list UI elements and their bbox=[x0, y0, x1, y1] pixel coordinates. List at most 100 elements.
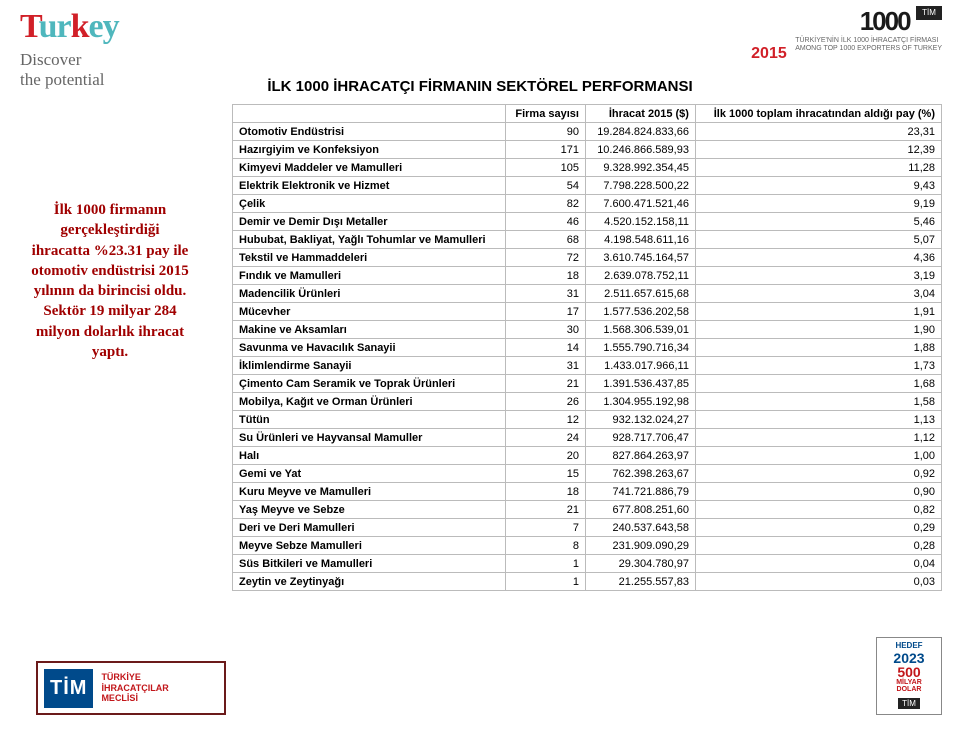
value-cell: 1.304.955.192,98 bbox=[585, 393, 695, 411]
table-row: Gemi ve Yat15762.398.263,670,92 bbox=[233, 465, 942, 483]
table-header: Firma sayısıİhracat 2015 ($)İlk 1000 top… bbox=[233, 105, 942, 123]
sector-name-cell: Fındık ve Mamulleri bbox=[233, 267, 506, 285]
table-row: Halı20827.864.263,971,00 bbox=[233, 447, 942, 465]
value-cell: 3,04 bbox=[695, 285, 941, 303]
sector-name-cell: Zeytin ve Zeytinyağı bbox=[233, 573, 506, 591]
value-cell: 4.198.548.611,16 bbox=[585, 231, 695, 249]
hedef-amount: 500 bbox=[880, 666, 938, 679]
value-cell: 2.639.078.752,11 bbox=[585, 267, 695, 285]
value-cell: 1,73 bbox=[695, 357, 941, 375]
table-row: Elektrik Elektronik ve Hizmet547.798.228… bbox=[233, 177, 942, 195]
sector-name-cell: İklimlendirme Sanayii bbox=[233, 357, 506, 375]
page-title: İLK 1000 İHRACATÇI FİRMANIN SEKTÖREL PER… bbox=[267, 78, 692, 95]
tim-text: TÜRKİYE İHRACATÇILAR MECLİSİ bbox=[101, 672, 168, 703]
value-cell: 105 bbox=[505, 159, 585, 177]
sector-name-cell: Tekstil ve Hammaddeleri bbox=[233, 249, 506, 267]
sector-name-cell: Kimyevi Maddeler ve Mamulleri bbox=[233, 159, 506, 177]
table-row: Yaş Meyve ve Sebze21677.808.251,600,82 bbox=[233, 501, 942, 519]
table-row: Meyve Sebze Mamulleri8231.909.090,290,28 bbox=[233, 537, 942, 555]
sector-name-cell: Kuru Meyve ve Mamulleri bbox=[233, 483, 506, 501]
value-cell: 8 bbox=[505, 537, 585, 555]
value-cell: 14 bbox=[505, 339, 585, 357]
sector-name-cell: Savunma ve Havacılık Sanayii bbox=[233, 339, 506, 357]
value-cell: 1,00 bbox=[695, 447, 941, 465]
value-cell: 0,04 bbox=[695, 555, 941, 573]
value-cell: 1.555.790.716,34 bbox=[585, 339, 695, 357]
value-cell: 3.610.745.164,57 bbox=[585, 249, 695, 267]
sector-name-cell: Çelik bbox=[233, 195, 506, 213]
brand-tag: TÜRKİYE'NİN İLK 1000 İHRACATÇI FİRMASI A… bbox=[795, 37, 942, 52]
value-cell: 928.717.706,47 bbox=[585, 429, 695, 447]
column-header: İhracat 2015 ($) bbox=[585, 105, 695, 123]
sector-name-cell: Demir ve Demir Dışı Metaller bbox=[233, 213, 506, 231]
value-cell: 762.398.263,67 bbox=[585, 465, 695, 483]
value-cell: 7 bbox=[505, 519, 585, 537]
value-cell: 72 bbox=[505, 249, 585, 267]
brand-1000-icon: 1000 bbox=[860, 6, 910, 36]
brand-top-right: 1000 TİM 2015 TÜRKİYE'NİN İLK 1000 İHRAC… bbox=[751, 6, 942, 63]
value-cell: 29.304.780,97 bbox=[585, 555, 695, 573]
value-cell: 1,13 bbox=[695, 411, 941, 429]
value-cell: 21 bbox=[505, 375, 585, 393]
hedef-unit: MİLYARDOLAR bbox=[880, 679, 938, 693]
value-cell: 31 bbox=[505, 285, 585, 303]
table-row: Zeytin ve Zeytinyağı121.255.557,830,03 bbox=[233, 573, 942, 591]
value-cell: 231.909.090,29 bbox=[585, 537, 695, 555]
table-row: Kuru Meyve ve Mamulleri18741.721.886,790… bbox=[233, 483, 942, 501]
value-cell: 5,07 bbox=[695, 231, 941, 249]
sector-name-cell: Halı bbox=[233, 447, 506, 465]
value-cell: 741.721.886,79 bbox=[585, 483, 695, 501]
value-cell: 240.537.643,58 bbox=[585, 519, 695, 537]
tim-small-badge: TİM bbox=[916, 6, 942, 20]
sector-name-cell: Elektrik Elektronik ve Hizmet bbox=[233, 177, 506, 195]
column-header: Firma sayısı bbox=[505, 105, 585, 123]
hedef-2023-badge: HEDEF 2023 500 MİLYARDOLAR TİM bbox=[876, 637, 942, 715]
value-cell: 54 bbox=[505, 177, 585, 195]
value-cell: 15 bbox=[505, 465, 585, 483]
hedef-label: HEDEF bbox=[880, 641, 938, 650]
table-body: Otomotiv Endüstrisi9019.284.824.833,6623… bbox=[233, 123, 942, 591]
sector-name-cell: Meyve Sebze Mamulleri bbox=[233, 537, 506, 555]
value-cell: 1 bbox=[505, 573, 585, 591]
value-cell: 0,92 bbox=[695, 465, 941, 483]
value-cell: 1,58 bbox=[695, 393, 941, 411]
value-cell: 0,29 bbox=[695, 519, 941, 537]
value-cell: 1.577.536.202,58 bbox=[585, 303, 695, 321]
brand-tagline: Discover the potential bbox=[20, 50, 119, 89]
table-row: Demir ve Demir Dışı Metaller464.520.152.… bbox=[233, 213, 942, 231]
tim-box: TİM bbox=[44, 669, 93, 708]
sector-name-cell: Yaş Meyve ve Sebze bbox=[233, 501, 506, 519]
value-cell: 827.864.263,97 bbox=[585, 447, 695, 465]
sector-name-cell: Süs Bitkileri ve Mamulleri bbox=[233, 555, 506, 573]
value-cell: 9,19 bbox=[695, 195, 941, 213]
table-row: Otomotiv Endüstrisi9019.284.824.833,6623… bbox=[233, 123, 942, 141]
value-cell: 17 bbox=[505, 303, 585, 321]
left-caption: İlk 1000 firmanın gerçekleştirdiği ihrac… bbox=[30, 200, 190, 362]
value-cell: 18 bbox=[505, 483, 585, 501]
value-cell: 24 bbox=[505, 429, 585, 447]
value-cell: 0,28 bbox=[695, 537, 941, 555]
value-cell: 7.600.471.521,46 bbox=[585, 195, 695, 213]
tagline-line-2: the potential bbox=[20, 70, 105, 89]
value-cell: 1,90 bbox=[695, 321, 941, 339]
table-row: Süs Bitkileri ve Mamulleri129.304.780,97… bbox=[233, 555, 942, 573]
tagline-line-1: Discover bbox=[20, 50, 81, 69]
table-row: Deri ve Deri Mamulleri7240.537.643,580,2… bbox=[233, 519, 942, 537]
value-cell: 932.132.024,27 bbox=[585, 411, 695, 429]
sector-name-cell: Çimento Cam Seramik ve Toprak Ürünleri bbox=[233, 375, 506, 393]
table-row: Kimyevi Maddeler ve Mamulleri1059.328.99… bbox=[233, 159, 942, 177]
sector-name-cell: Otomotiv Endüstrisi bbox=[233, 123, 506, 141]
value-cell: 1.568.306.539,01 bbox=[585, 321, 695, 339]
sector-name-cell: Deri ve Deri Mamulleri bbox=[233, 519, 506, 537]
value-cell: 1,88 bbox=[695, 339, 941, 357]
value-cell: 4.520.152.158,11 bbox=[585, 213, 695, 231]
value-cell: 18 bbox=[505, 267, 585, 285]
sector-name-cell: Su Ürünleri ve Hayvansal Mamuller bbox=[233, 429, 506, 447]
column-header: İlk 1000 toplam ihracatından aldığı pay … bbox=[695, 105, 941, 123]
value-cell: 10.246.866.589,93 bbox=[585, 141, 695, 159]
value-cell: 30 bbox=[505, 321, 585, 339]
table-row: Hububat, Bakliyat, Yağlı Tohumlar ve Mam… bbox=[233, 231, 942, 249]
value-cell: 26 bbox=[505, 393, 585, 411]
turkey-logo: Turkey bbox=[20, 8, 119, 46]
value-cell: 31 bbox=[505, 357, 585, 375]
